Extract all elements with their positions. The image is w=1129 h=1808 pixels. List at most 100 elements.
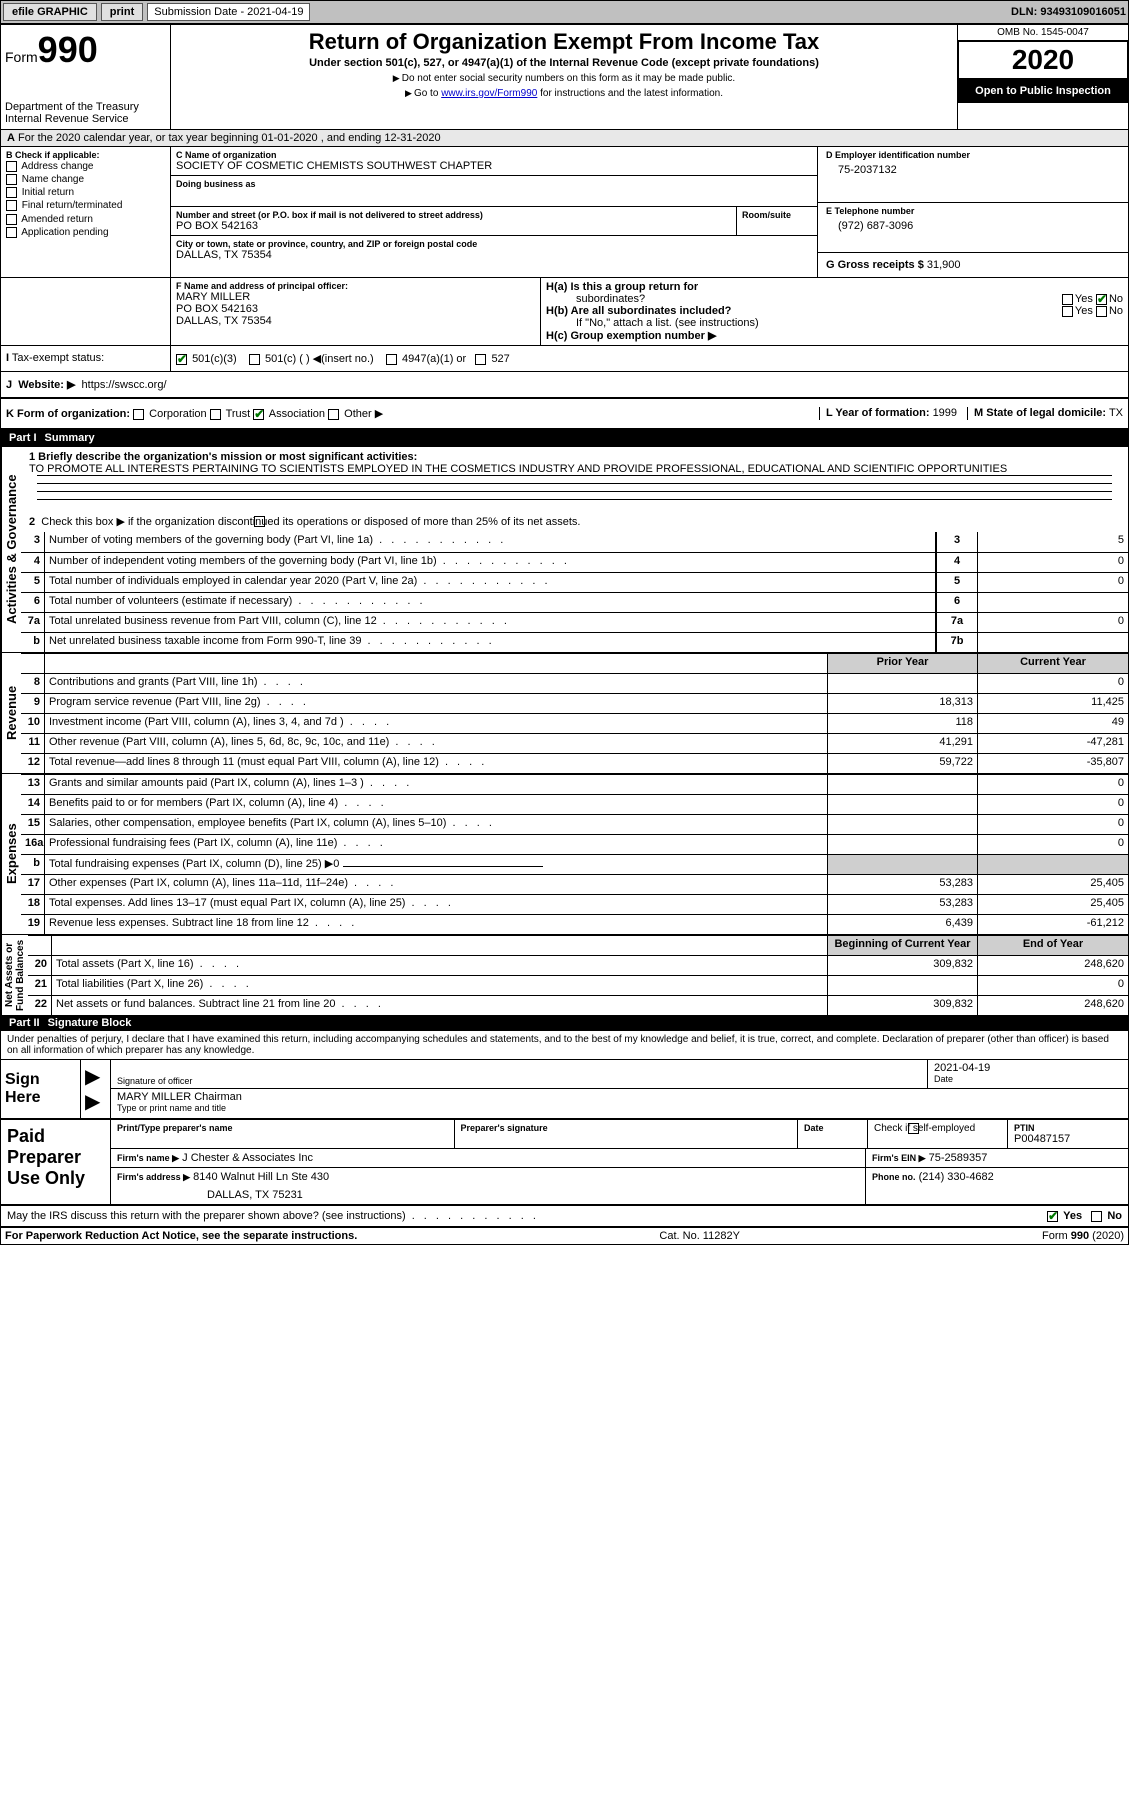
financial-line: 16aProfessional fundraising fees (Part I…	[21, 834, 1128, 854]
discuss-row: May the IRS discuss this return with the…	[1, 1206, 1128, 1227]
line-a: A For the 2020 calendar year, or tax yea…	[1, 130, 1128, 147]
paid-preparer-block: Paid Preparer Use Only Print/Type prepar…	[1, 1118, 1128, 1206]
form-990-container: Form990 Department of the Treasury Inter…	[0, 24, 1129, 1245]
form-footer: For Paperwork Reduction Act Notice, see …	[1, 1227, 1128, 1244]
perjury-declaration: Under penalties of perjury, I declare th…	[1, 1031, 1128, 1059]
firm-address-1: 8140 Walnut Hill Ln Ste 430	[193, 1171, 329, 1183]
k-corp-checkbox[interactable]	[133, 409, 144, 420]
box-j: J Website: ▶ https://swscc.org/	[1, 372, 1128, 399]
box-b-option[interactable]: Name change	[6, 173, 165, 186]
org-address: PO BOX 542163	[176, 220, 731, 232]
gross-receipts: 31,900	[927, 259, 961, 271]
financial-line: 22Net assets or fund balances. Subtract …	[28, 995, 1128, 1015]
box-h: H(a) Is this a group return for subordin…	[541, 278, 1128, 345]
ha-no-checkbox[interactable]	[1096, 294, 1107, 305]
summary-line: 5Total number of individuals employed in…	[21, 572, 1128, 592]
efile-topbar: efile GRAPHIC print Submission Date - 20…	[0, 0, 1129, 24]
firm-phone: (214) 330-4682	[919, 1171, 994, 1183]
financial-line: 14Benefits paid to or for members (Part …	[21, 794, 1128, 814]
summary-line: 6Total number of volunteers (estimate if…	[21, 592, 1128, 612]
header-subtitle-2: Do not enter social security numbers on …	[175, 71, 953, 86]
501c-checkbox[interactable]	[249, 354, 260, 365]
k-assoc-checkbox[interactable]	[253, 409, 264, 420]
box-b: B Check if applicable: Address change Na…	[1, 147, 171, 277]
financial-line: 9Program service revenue (Part VIII, lin…	[21, 693, 1128, 713]
officer-name-title: MARY MILLER Chairman	[117, 1091, 1122, 1103]
open-to-public-label: Open to Public Inspection	[958, 79, 1128, 103]
efile-label: efile GRAPHIC	[3, 3, 97, 21]
form-title: Return of Organization Exempt From Incom…	[175, 29, 953, 55]
firm-name: J Chester & Associates Inc	[182, 1152, 313, 1164]
financial-line: 20Total assets (Part X, line 16)309,8322…	[28, 955, 1128, 975]
irs-link[interactable]: www.irs.gov/Form990	[441, 88, 537, 99]
box-i: I Tax-exempt status: 501(c)(3) 501(c) ( …	[1, 346, 1128, 372]
header-subtitle-3: Go to www.irs.gov/Form990 for instructio…	[175, 86, 953, 101]
k-trust-checkbox[interactable]	[210, 409, 221, 420]
4947-checkbox[interactable]	[386, 354, 397, 365]
box-c: C Name of organization SOCIETY OF COSMET…	[171, 147, 818, 277]
financial-line: 18Total expenses. Add lines 13–17 (must …	[21, 894, 1128, 914]
expenses-section: Expenses 13Grants and similar amounts pa…	[1, 773, 1128, 934]
527-checkbox[interactable]	[475, 354, 486, 365]
discuss-yes-checkbox[interactable]	[1047, 1211, 1058, 1222]
section-fh: F Name and address of principal officer:…	[1, 278, 1128, 346]
summary-line: 7aTotal unrelated business revenue from …	[21, 612, 1128, 632]
website-value: https://swscc.org/	[82, 379, 167, 391]
activities-governance-section: Activities & Governance 1 Briefly descri…	[1, 446, 1128, 652]
line2-checkbox[interactable]	[254, 516, 265, 527]
self-employed-checkbox[interactable]	[908, 1123, 919, 1134]
officer-name: MARY MILLER	[176, 291, 535, 303]
k-other-checkbox[interactable]	[328, 409, 339, 420]
financial-line: 11Other revenue (Part VIII, column (A), …	[21, 733, 1128, 753]
box-b-option[interactable]: Application pending	[6, 226, 165, 239]
firm-ein: 75-2589357	[929, 1152, 988, 1164]
financial-line: 21Total liabilities (Part X, line 26)0	[28, 975, 1128, 995]
part-2-header: Part II Signature Block	[1, 1015, 1128, 1031]
tax-year: 2020	[958, 41, 1128, 79]
revenue-section: Revenue Prior Year Current Year 8Contrib…	[1, 652, 1128, 773]
ptin-value: P00487157	[1014, 1133, 1122, 1145]
financial-line: 10Investment income (Part VIII, column (…	[21, 713, 1128, 733]
mission-text: TO PROMOTE ALL INTERESTS PERTAINING TO S…	[29, 463, 1007, 475]
financial-line: 17Other expenses (Part IX, column (A), l…	[21, 874, 1128, 894]
box-b-option[interactable]: Address change	[6, 160, 165, 173]
dln-label: DLN: 93493109016051	[1011, 6, 1126, 18]
financial-line: 8Contributions and grants (Part VIII, li…	[21, 673, 1128, 693]
sign-here-block: Sign Here ▶▶ Signature of officer 2021-0…	[1, 1059, 1128, 1118]
section-bcdefg: B Check if applicable: Address change Na…	[1, 147, 1128, 278]
501c3-checkbox[interactable]	[176, 354, 187, 365]
ein-value: 75-2037132	[826, 160, 1120, 176]
box-b-option[interactable]: Initial return	[6, 186, 165, 199]
print-button[interactable]: print	[101, 3, 143, 21]
form-header: Form990 Department of the Treasury Inter…	[1, 25, 1128, 130]
phone-value: (972) 687-3096	[826, 216, 1120, 232]
header-subtitle-1: Under section 501(c), 527, or 4947(a)(1)…	[175, 55, 953, 71]
net-assets-section: Net Assets or Fund Balances Beginning of…	[1, 934, 1128, 1015]
box-deg: D Employer identification number 75-2037…	[818, 147, 1128, 277]
omb-number: OMB No. 1545-0047	[958, 25, 1128, 41]
summary-line: 3Number of voting members of the governi…	[21, 532, 1128, 552]
box-b-option[interactable]: Amended return	[6, 213, 165, 226]
financial-line: 15Salaries, other compensation, employee…	[21, 814, 1128, 834]
hb-yes-checkbox[interactable]	[1062, 306, 1073, 317]
discuss-no-checkbox[interactable]	[1091, 1211, 1102, 1222]
part-1-header: Part I Summary	[1, 430, 1128, 446]
summary-line: 4Number of independent voting members of…	[21, 552, 1128, 572]
financial-line: 12Total revenue—add lines 8 through 11 (…	[21, 753, 1128, 773]
financial-line: bTotal fundraising expenses (Part IX, co…	[21, 854, 1128, 874]
box-b-option[interactable]: Final return/terminated	[6, 199, 165, 212]
financial-line: 13Grants and similar amounts paid (Part …	[21, 774, 1128, 794]
org-city: DALLAS, TX 75354	[176, 249, 812, 261]
form-number: Form990	[5, 29, 166, 71]
firm-address-2: DALLAS, TX 75231	[117, 1183, 859, 1201]
sign-date: 2021-04-19	[934, 1062, 1122, 1074]
hb-no-checkbox[interactable]	[1096, 306, 1107, 317]
submission-date-pill: Submission Date - 2021-04-19	[147, 3, 310, 21]
org-name: SOCIETY OF COSMETIC CHEMISTS SOUTHWEST C…	[176, 160, 812, 172]
financial-line: 19Revenue less expenses. Subtract line 1…	[21, 914, 1128, 934]
summary-line: bNet unrelated business taxable income f…	[21, 632, 1128, 652]
dept-treasury-label: Department of the Treasury Internal Reve…	[5, 101, 166, 125]
box-f: F Name and address of principal officer:…	[171, 278, 541, 345]
box-klm: K Form of organization: Corporation Trus…	[1, 399, 1128, 430]
ha-yes-checkbox[interactable]	[1062, 294, 1073, 305]
